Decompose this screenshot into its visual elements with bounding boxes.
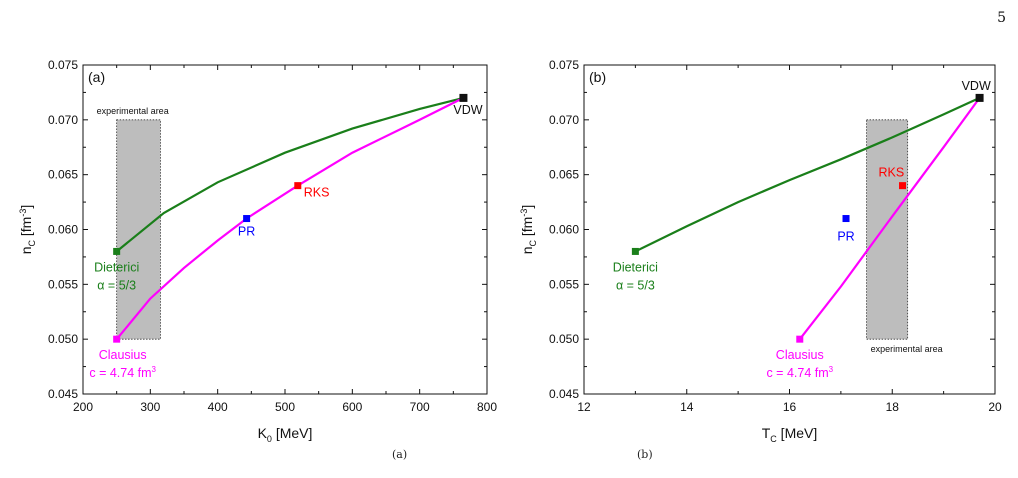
x-tick-label: 18 <box>886 400 900 414</box>
caption-mark-b: (b) <box>637 448 653 461</box>
marker-label-rks: RKS <box>879 166 905 180</box>
marker-vdw <box>975 93 984 102</box>
marker-label-dieterici: Dieterici <box>94 260 139 274</box>
caption-mark-a: (a) <box>392 448 408 461</box>
y-tick-label: 0.050 <box>48 332 78 346</box>
y-tick-label: 0.065 <box>549 168 579 182</box>
marker-sublabel-dieterici: α = 5/3 <box>616 278 655 292</box>
y-tick-label: 0.055 <box>549 277 579 291</box>
y-tick-label: 0.045 <box>48 387 78 401</box>
marker-label-vdw: VDW <box>962 79 991 93</box>
x-axis-label: K0 [MeV] <box>258 425 313 444</box>
x-axis-label: TC [MeV] <box>762 425 818 444</box>
y-tick-label: 0.050 <box>549 332 579 346</box>
y-tick-label: 0.045 <box>549 387 579 401</box>
x-tick-label: 20 <box>988 400 1002 414</box>
y-tick-label: 0.070 <box>48 113 78 127</box>
x-tick-label: 700 <box>410 400 430 414</box>
marker-rks <box>294 182 302 190</box>
y-tick-label: 0.075 <box>549 58 579 72</box>
marker-label-pr: PR <box>837 230 854 244</box>
panel-label: (a) <box>88 69 105 85</box>
chart-panel-a: experimental area 200 300 400 500 600 700 800 0.… <box>18 58 497 444</box>
x-tick-label: 12 <box>577 400 591 414</box>
x-tick-label: 300 <box>140 400 160 414</box>
experimental-area-label: experimental area <box>871 344 943 354</box>
marker-label-dieterici: Dieterici <box>613 260 658 274</box>
marker-sublabel-dieterici: α = 5/3 <box>97 278 136 292</box>
marker-rks <box>899 182 907 190</box>
x-tick-label: 16 <box>783 400 797 414</box>
y-tick-label: 0.070 <box>549 113 579 127</box>
marker-dieterici <box>631 247 639 255</box>
series-line-0 <box>116 96 464 253</box>
y-tick-label: 0.060 <box>549 223 579 237</box>
series-line-1 <box>798 97 981 340</box>
panel-label: (b) <box>589 69 606 85</box>
series-line-0 <box>634 96 981 253</box>
experimental-area-label: experimental area <box>97 106 169 116</box>
marker-clausius <box>796 335 804 343</box>
marker-label-rks: RKS <box>304 186 330 200</box>
chart-panel-b: experimental area 12 14 16 18 20 0.045 0.050 0.0… <box>519 58 1002 444</box>
x-tick-label: 600 <box>342 400 362 414</box>
marker-vdw <box>459 93 468 102</box>
x-tick-label: 400 <box>208 400 228 414</box>
marker-clausius <box>113 335 121 343</box>
y-tick-label: 0.055 <box>48 277 78 291</box>
marker-pr <box>842 215 850 223</box>
x-tick-label: 14 <box>680 400 694 414</box>
y-tick-label: 0.060 <box>48 223 78 237</box>
marker-dieterici <box>113 247 121 255</box>
experimental-area <box>116 119 161 340</box>
x-tick-label: 200 <box>73 400 93 414</box>
marker-label-clausius: Clausius <box>776 348 824 362</box>
marker-label-vdw: VDW <box>453 103 482 117</box>
marker-label-pr: PR <box>238 225 255 239</box>
experimental-area <box>866 119 909 340</box>
page-number: 5 <box>997 10 1006 26</box>
marker-sublabel-clausius: c = 4.74 fm3 <box>766 365 833 380</box>
y-axis-label: nC [fm-3] <box>519 205 538 255</box>
y-axis-label: nC [fm-3] <box>18 205 37 255</box>
y-tick-label: 0.075 <box>48 58 78 72</box>
x-tick-label: 500 <box>275 400 295 414</box>
x-tick-label: 800 <box>477 400 497 414</box>
marker-label-clausius: Clausius <box>99 348 147 362</box>
marker-sublabel-clausius: c = 4.74 fm3 <box>89 365 156 380</box>
y-tick-label: 0.065 <box>48 168 78 182</box>
series-line-1 <box>115 96 464 340</box>
marker-pr <box>243 215 251 223</box>
